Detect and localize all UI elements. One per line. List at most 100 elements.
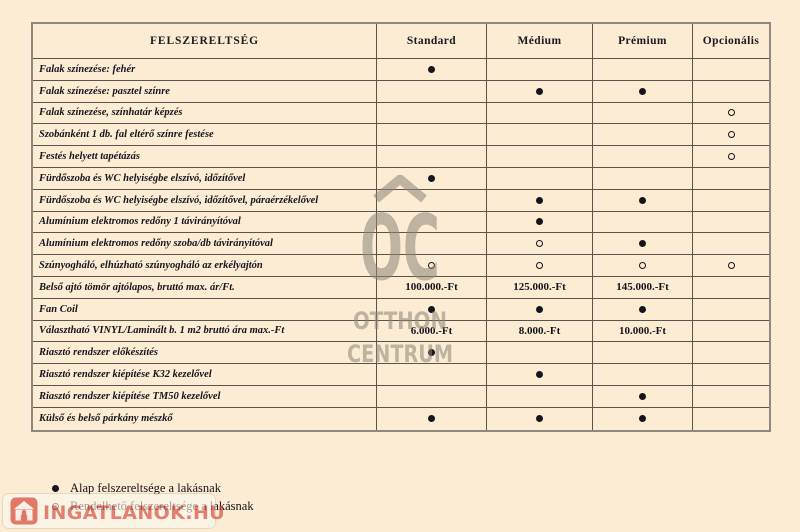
price-value: 100.000.-Ft (377, 276, 487, 299)
feature-label: Riasztó rendszer kiépítése TM50 kezelőve… (33, 385, 377, 408)
filled-dot-icon (428, 174, 435, 182)
mark-filled-dot-icon (377, 298, 487, 321)
feature-label: Szúnyogháló, elhúzható szúnyogháló az er… (33, 255, 377, 277)
mark-filled-dot-icon (593, 189, 693, 212)
filled-dot-icon (536, 415, 543, 423)
feature-label: Falak színezése: pasztel színre (33, 80, 377, 103)
empty-cell (377, 189, 487, 212)
legend: Alap felszereltsége a lakásnak Rendelhet… (52, 479, 254, 515)
column-header-premium: Prémium (593, 24, 693, 59)
mark-filled-dot-icon (593, 385, 693, 408)
feature-label: Szobánként 1 db. fal eltérő színre festé… (33, 124, 377, 147)
mark-filled-dot-icon (487, 298, 593, 321)
empty-cell (487, 385, 593, 408)
feature-label: Alumínium elektromos redőny 1 távirányít… (33, 211, 377, 234)
feature-label: Fan Coil (33, 298, 377, 321)
empty-cell (377, 80, 487, 103)
empty-cell (693, 168, 769, 190)
mark-open-circle-icon (693, 146, 769, 168)
price-value: 145.000.-Ft (593, 276, 693, 299)
price-value: 125.000.-Ft (487, 276, 593, 299)
empty-cell (693, 408, 769, 430)
feature-label: Riasztó rendszer előkészítés (33, 342, 377, 365)
mark-open-circle-icon (487, 255, 593, 277)
feature-label: Alumínium elektromos redőny szoba/db táv… (33, 233, 377, 256)
open-circle-icon (639, 262, 646, 270)
legend-item-base: Alap felszereltsége a lakásnak (52, 479, 254, 497)
price-value: 10.000.-Ft (593, 320, 693, 343)
open-circle-icon (536, 240, 543, 248)
open-circle-icon (727, 153, 735, 161)
empty-cell (693, 299, 769, 321)
column-header-medium: Médium (487, 24, 593, 59)
legend-label: Alap felszereltsége a lakásnak (70, 480, 221, 495)
empty-cell (693, 212, 769, 234)
feature-label: Fürdőszoba és WC helyiségbe elszívó, idő… (33, 189, 377, 212)
mark-filled-dot-icon (593, 298, 693, 321)
feature-label: Belső ajtó tömör ajtólapos, bruttó max. … (33, 276, 377, 299)
empty-cell (693, 342, 769, 365)
filled-dot-icon (639, 87, 646, 95)
mark-filled-dot-icon (487, 80, 593, 103)
filled-dot-icon (639, 415, 646, 423)
empty-cell (593, 102, 693, 125)
mark-filled-dot-icon (377, 407, 487, 430)
empty-cell (487, 59, 593, 81)
filled-dot-icon (536, 371, 543, 379)
empty-cell (693, 277, 769, 299)
mark-open-circle-icon (487, 233, 593, 256)
mark-filled-dot-icon (377, 167, 487, 190)
filled-dot-icon (428, 349, 435, 357)
empty-cell (487, 146, 593, 168)
mark-open-circle-icon (693, 103, 769, 125)
mark-filled-dot-icon (593, 233, 693, 256)
filled-dot-icon (536, 218, 543, 226)
column-header-standard: Standard (377, 24, 487, 59)
column-header-opcionalis: Opcionális (693, 24, 769, 59)
column-header-feature: FELSZERELTSÉG (33, 24, 377, 59)
filled-dot-icon (639, 196, 646, 204)
house-icon (10, 497, 38, 525)
mark-filled-dot-icon (487, 211, 593, 234)
empty-cell (593, 211, 693, 234)
empty-cell (377, 146, 487, 168)
feature-label: Külső és belső párkány mészkő (33, 407, 377, 430)
empty-cell (593, 124, 693, 147)
filled-dot-icon (536, 87, 543, 95)
mark-filled-dot-icon (377, 342, 487, 365)
empty-cell (377, 124, 487, 147)
empty-cell (593, 59, 693, 81)
mark-filled-dot-icon (487, 189, 593, 212)
empty-cell (487, 102, 593, 125)
mark-open-circle-icon (377, 255, 487, 277)
filled-dot-icon (536, 196, 543, 204)
empty-cell (593, 167, 693, 190)
filled-dot-icon (428, 65, 435, 73)
feature-label: Riasztó rendszer kiépítése K32 kezelővel (33, 364, 377, 386)
price-value: 6.000.-Ft (377, 320, 487, 343)
filled-dot-icon (428, 305, 435, 313)
empty-cell (593, 146, 693, 168)
empty-cell (377, 233, 487, 256)
mark-filled-dot-icon (593, 80, 693, 103)
mark-open-circle-icon (693, 255, 769, 277)
open-circle-icon (536, 262, 543, 270)
mark-open-circle-icon (693, 124, 769, 147)
filled-dot-icon (639, 240, 646, 248)
feature-label: Falak színezése: fehér (33, 59, 377, 81)
empty-cell (693, 364, 769, 386)
filled-dot-icon (428, 415, 435, 423)
empty-cell (377, 385, 487, 408)
open-circle-icon (727, 109, 735, 117)
filled-dot-icon (52, 484, 59, 492)
empty-cell (693, 59, 769, 81)
legend-item-optional: Rendelhető felszereltsége a lakásnak (52, 497, 254, 515)
mark-filled-dot-icon (377, 59, 487, 81)
empty-cell (487, 124, 593, 147)
open-circle-icon (428, 262, 435, 270)
feature-label: Falak színezése, színhatár képzés (33, 102, 377, 125)
empty-cell (693, 386, 769, 408)
feature-label: Fürdőszoba és WC helyiségbe elszívó, idő… (33, 167, 377, 190)
empty-cell (693, 321, 769, 343)
